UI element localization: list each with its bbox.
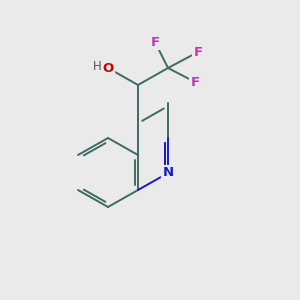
Text: H: H [93,61,101,74]
Text: F: F [150,35,160,49]
Text: O: O [102,61,114,74]
Text: F: F [190,76,200,88]
Text: F: F [194,46,202,59]
Text: N: N [162,167,174,179]
